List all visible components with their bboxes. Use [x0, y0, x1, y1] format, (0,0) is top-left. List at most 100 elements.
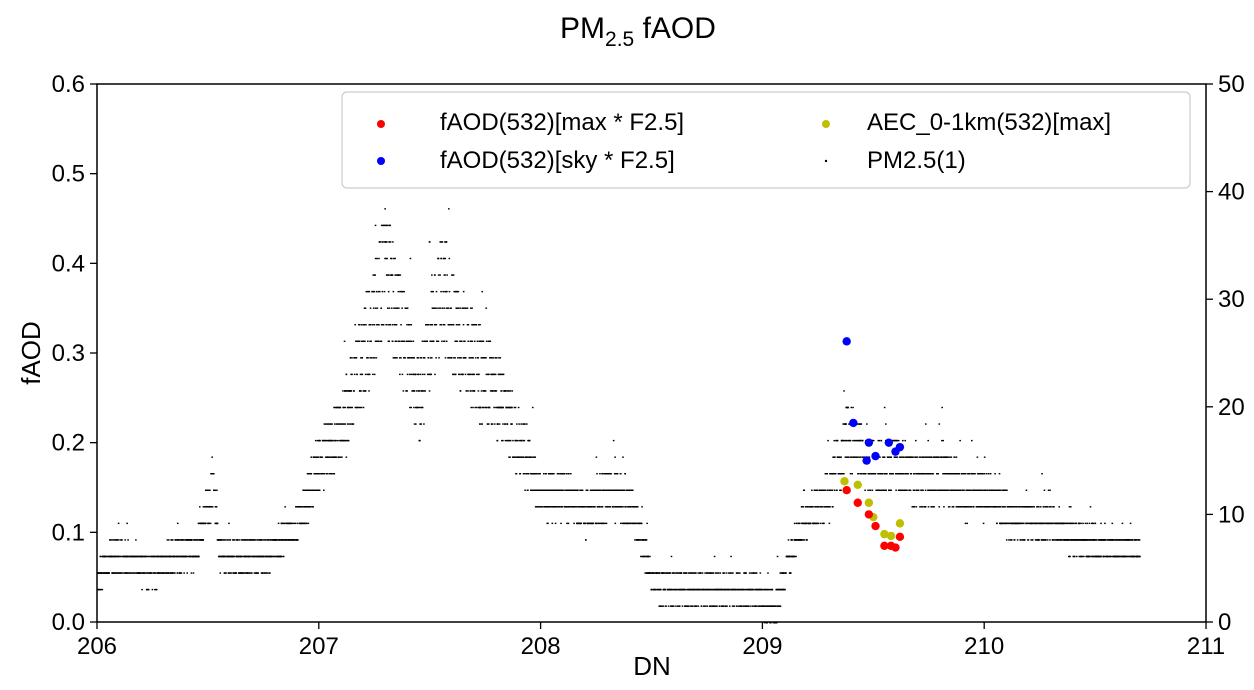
pm25-point [457, 290, 460, 293]
pm25-point [923, 473, 926, 475]
pm25-point [1049, 539, 1051, 541]
pm25-point [530, 489, 532, 491]
pm25-point [325, 473, 328, 475]
pm25-point [192, 539, 195, 541]
pm25-point [961, 473, 963, 475]
pm25-point [202, 506, 205, 508]
pm25-point [382, 241, 384, 243]
pm25-point [527, 489, 529, 491]
pm25-point [811, 489, 813, 491]
pm25-point [625, 506, 627, 508]
aec-point [880, 529, 889, 539]
pm25-point [824, 489, 826, 491]
pm25-point [522, 423, 524, 425]
pm25-point [713, 605, 715, 607]
pm25-point [1044, 539, 1047, 541]
pm25-point [1078, 555, 1081, 558]
pm25-point [234, 572, 237, 574]
pm25-point [451, 274, 453, 276]
pm25-point [676, 588, 678, 591]
pm25-point [796, 522, 798, 525]
pm25-point [1042, 522, 1045, 525]
pm25-point [140, 572, 143, 574]
pm25-point [349, 406, 352, 409]
pm25-point [190, 572, 193, 574]
pm25-point [1080, 522, 1082, 525]
pm25-point [394, 340, 397, 342]
pm25-point [457, 324, 459, 326]
pm25-point [387, 290, 390, 293]
pm25-point [965, 506, 967, 508]
pm25-point [1098, 539, 1100, 541]
pm25-point [1018, 506, 1021, 508]
pm25-point [932, 506, 935, 508]
pm25-point [555, 506, 558, 508]
pm25-point [812, 522, 815, 525]
pm25-point [269, 539, 272, 541]
pm25-point [837, 456, 840, 458]
pm25-point [142, 555, 144, 558]
pm25-point [914, 439, 917, 442]
pm25-point [795, 539, 798, 541]
pm25-point [304, 489, 306, 491]
pm25-point [550, 506, 552, 508]
pm25-point [554, 506, 556, 508]
pm25-point [930, 456, 933, 458]
pm25-point [596, 489, 599, 491]
pm25-point [1005, 539, 1008, 541]
pm25-point [280, 555, 282, 558]
pm25-point [186, 572, 188, 574]
pm25-point [394, 307, 397, 309]
pm25-point [714, 572, 717, 574]
pm25-point [344, 406, 347, 409]
pm25-point [975, 489, 977, 491]
pm25-point [684, 588, 686, 591]
pm25-point [154, 555, 157, 558]
pm25-point [212, 473, 215, 475]
pm25-point [350, 373, 352, 376]
pm25-point [380, 340, 383, 342]
pm25-point [215, 506, 218, 508]
aec-point [840, 477, 849, 486]
pm25-point [746, 588, 749, 591]
pm25-point [402, 390, 405, 392]
pm25-point [733, 605, 735, 607]
pm25-point [169, 555, 172, 558]
pm25-point [350, 390, 353, 392]
pm25-point [688, 605, 690, 607]
pm25-point [634, 506, 636, 508]
pm25-point [541, 506, 544, 508]
pm25-point [364, 390, 367, 392]
pm25-point [606, 489, 608, 491]
pm25-point [995, 522, 998, 525]
pm25-point [465, 307, 467, 309]
pm25-point [1036, 506, 1039, 508]
pm25-point [1097, 555, 1099, 558]
pm25-point [1043, 489, 1046, 491]
pm25-point [924, 456, 926, 458]
pm25-point [1068, 539, 1070, 541]
pm25-point [394, 357, 397, 359]
pm25-point [116, 539, 118, 541]
pm25-point [915, 506, 918, 508]
pm25-point [502, 373, 505, 376]
pm25-point [278, 555, 281, 558]
pm25-point [637, 539, 640, 541]
pm25-point [738, 588, 740, 591]
pm25-point [882, 456, 885, 458]
pm25-point [995, 489, 997, 491]
pm25-point [966, 522, 969, 525]
pm25-point [729, 572, 731, 574]
pm25-point [951, 506, 954, 508]
pm25-point [945, 473, 947, 475]
pm25-point [641, 506, 643, 508]
pm25-point [459, 307, 462, 309]
pm25-point [328, 456, 331, 458]
pm25-point [418, 390, 421, 392]
pm25-point [843, 390, 845, 392]
faod-max-point [880, 541, 889, 550]
pm25-point [408, 373, 411, 376]
pm25-point [402, 290, 404, 293]
pm25-point [856, 439, 858, 442]
pm25-point [466, 307, 469, 309]
